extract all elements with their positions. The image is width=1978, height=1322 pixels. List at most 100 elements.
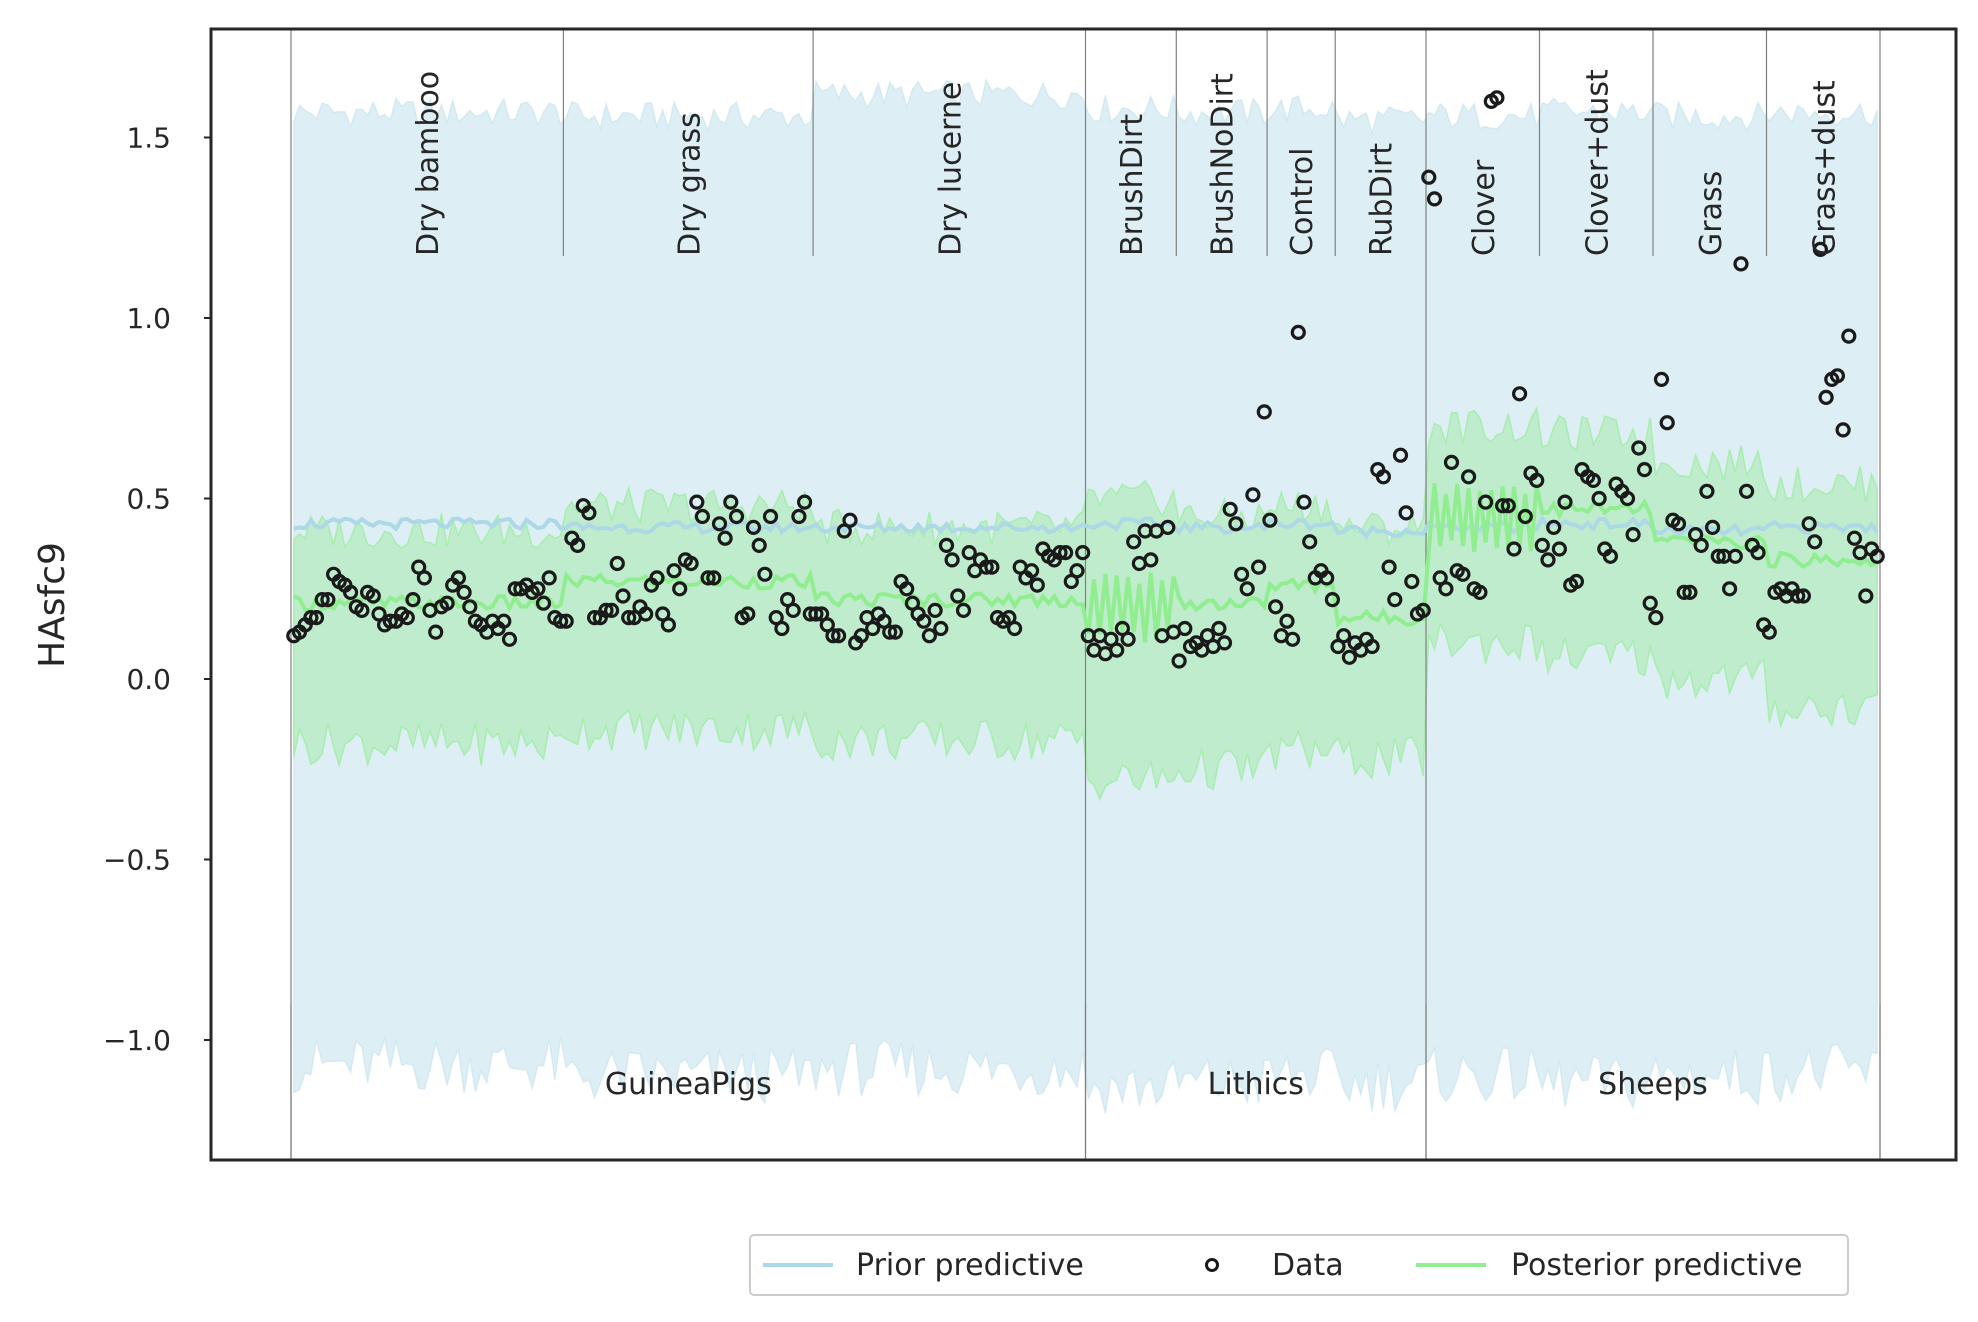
- data-point: [1670, 516, 1687, 532]
- data-point: [581, 505, 597, 521]
- y-tick-label: 0.0: [126, 663, 171, 696]
- diet-label: GuineaPigs: [605, 1067, 772, 1102]
- data-point: [638, 606, 654, 622]
- data-point: [456, 584, 472, 601]
- data-point: [1438, 581, 1454, 597]
- treatment-label: Control: [1285, 148, 1320, 256]
- data-point: [399, 609, 415, 626]
- data-point: [1364, 638, 1380, 655]
- data-point: [1846, 530, 1863, 546]
- data-point: [1761, 624, 1777, 640]
- data-point: [1256, 404, 1272, 420]
- treatment-label: BrushDirt: [1115, 114, 1150, 256]
- data-point: [808, 606, 824, 622]
- data-point: [700, 570, 716, 586]
- treatment-label: Dry bamboo: [411, 71, 446, 256]
- data-point: [1858, 588, 1874, 604]
- data-point: [1404, 573, 1420, 590]
- data-point: [501, 631, 518, 647]
- data-point: [1619, 490, 1636, 507]
- data-point: [303, 609, 319, 626]
- legend-prior-label: Prior predictive: [856, 1248, 1084, 1283]
- data-point: [1245, 487, 1261, 503]
- data-point: [1477, 494, 1494, 510]
- data-point: [530, 581, 546, 597]
- data-point: [728, 508, 745, 525]
- data-point: [405, 591, 421, 608]
- predictive-mean-lines: [293, 483, 1879, 643]
- y-tick-label: −1.0: [103, 1024, 171, 1057]
- data-point: [1075, 544, 1091, 561]
- data-point: [1211, 620, 1227, 637]
- data-point: [899, 581, 915, 597]
- data-point: [887, 624, 904, 640]
- data-point: [541, 570, 557, 586]
- data-point: [1233, 566, 1250, 582]
- data-point: [706, 570, 722, 586]
- y-tick-label: −0.5: [103, 844, 171, 877]
- data-point: [552, 613, 569, 629]
- treatment-label: Clover+dust: [1580, 69, 1615, 256]
- y-tick-label: 1.5: [126, 122, 171, 155]
- data-point: [1381, 559, 1397, 575]
- treatment-label: RubDirt: [1365, 143, 1400, 256]
- data-point: [615, 588, 631, 604]
- data-point: [535, 595, 552, 611]
- data-point: [723, 494, 739, 510]
- data-point: [308, 609, 325, 626]
- data-point: [496, 613, 512, 629]
- data-point: [1642, 595, 1658, 611]
- data-point: [1267, 599, 1284, 615]
- data-point: [1341, 649, 1358, 665]
- data-point: [694, 508, 711, 525]
- data-point: [1415, 602, 1431, 619]
- data-point: [717, 530, 733, 546]
- legend-box: [749, 1234, 1849, 1296]
- data-point: [1284, 631, 1301, 647]
- data-point: [916, 613, 932, 629]
- data-point: [1143, 552, 1159, 568]
- data-point: [955, 602, 972, 619]
- legend-posterior-label: Posterior predictive: [1511, 1248, 1802, 1283]
- data-point: [1750, 544, 1766, 561]
- legend: Prior predictive Data Posterior predicti…: [749, 1234, 1849, 1296]
- data-points: [286, 90, 1885, 669]
- data-point: [1636, 462, 1653, 478]
- data-point: [649, 570, 665, 586]
- data-point: [558, 613, 574, 629]
- data-point: [416, 570, 432, 586]
- data-point: [569, 537, 586, 554]
- data-point: [1171, 653, 1187, 669]
- data-point: [1120, 631, 1136, 647]
- data-point: [1812, 241, 1829, 257]
- data-point: [1738, 483, 1755, 499]
- data-point: [660, 617, 677, 633]
- diet-label: Lithics: [1208, 1067, 1304, 1102]
- data-point: [450, 570, 466, 586]
- data-point: [853, 628, 869, 644]
- data-point: [1023, 563, 1040, 579]
- data-point: [1801, 516, 1817, 532]
- legend-data-label: Data: [1272, 1248, 1344, 1283]
- data-point: [791, 508, 807, 525]
- data-point: [1239, 581, 1255, 597]
- data-point: [1489, 90, 1505, 106]
- data-point: [666, 563, 682, 579]
- group-separators: [290, 29, 1881, 1160]
- legend-data-marker: [1205, 1258, 1219, 1272]
- data-point: [1290, 324, 1306, 340]
- data-point: [1727, 548, 1743, 564]
- data-point: [1109, 642, 1125, 658]
- y-axis-label: HAsfc9: [32, 542, 73, 668]
- data-point: [1659, 415, 1675, 431]
- data-point: [961, 544, 977, 561]
- data-point: [598, 602, 614, 619]
- data-point: [462, 599, 478, 615]
- data-point: [382, 613, 398, 629]
- data-point: [1733, 256, 1749, 272]
- data-point: [1704, 519, 1721, 536]
- data-point: [1160, 519, 1176, 536]
- plot-frame: [209, 27, 1958, 1162]
- data-point: [689, 494, 705, 510]
- data-point: [1222, 501, 1238, 517]
